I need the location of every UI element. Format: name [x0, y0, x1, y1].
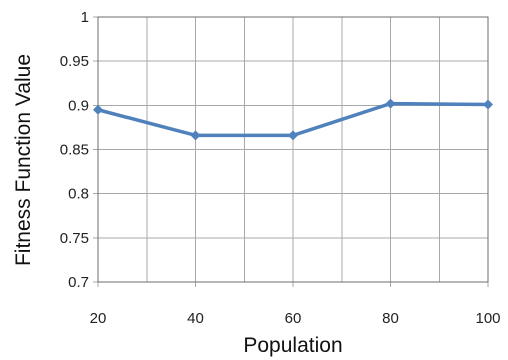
y-tick-label: 0.85 [60, 142, 89, 159]
x-tick-label: 100 [475, 310, 500, 327]
x-tick-label: 80 [382, 310, 399, 327]
grid [93, 16, 489, 287]
plot-frame [97, 16, 489, 283]
data-point-marker [93, 104, 103, 115]
x-tick-label: 60 [285, 310, 302, 327]
y-tick-label: 0.95 [60, 53, 89, 70]
x-tick-label: 20 [90, 310, 107, 327]
data-point-marker [385, 98, 396, 109]
series [93, 98, 493, 141]
data-point-marker [190, 130, 201, 141]
data-point-marker [288, 130, 298, 141]
y-axis-ticks: 0.7 0.75 0.8 0.85 0.9 0.95 1 [60, 9, 89, 291]
x-tick-label: 40 [187, 310, 204, 327]
y-tick-label: 0.8 [68, 186, 89, 203]
x-axis-ticks: 20 40 60 80 100 [90, 310, 501, 327]
y-tick-label: 0.7 [68, 274, 89, 291]
x-axis-label: Population [243, 334, 342, 357]
y-axis-label: Fitness Function Value [12, 54, 35, 266]
data-point-marker [483, 99, 493, 110]
y-tick-label: 1 [81, 9, 89, 26]
y-tick-label: 0.75 [60, 230, 89, 247]
y-tick-label: 0.9 [68, 97, 89, 114]
